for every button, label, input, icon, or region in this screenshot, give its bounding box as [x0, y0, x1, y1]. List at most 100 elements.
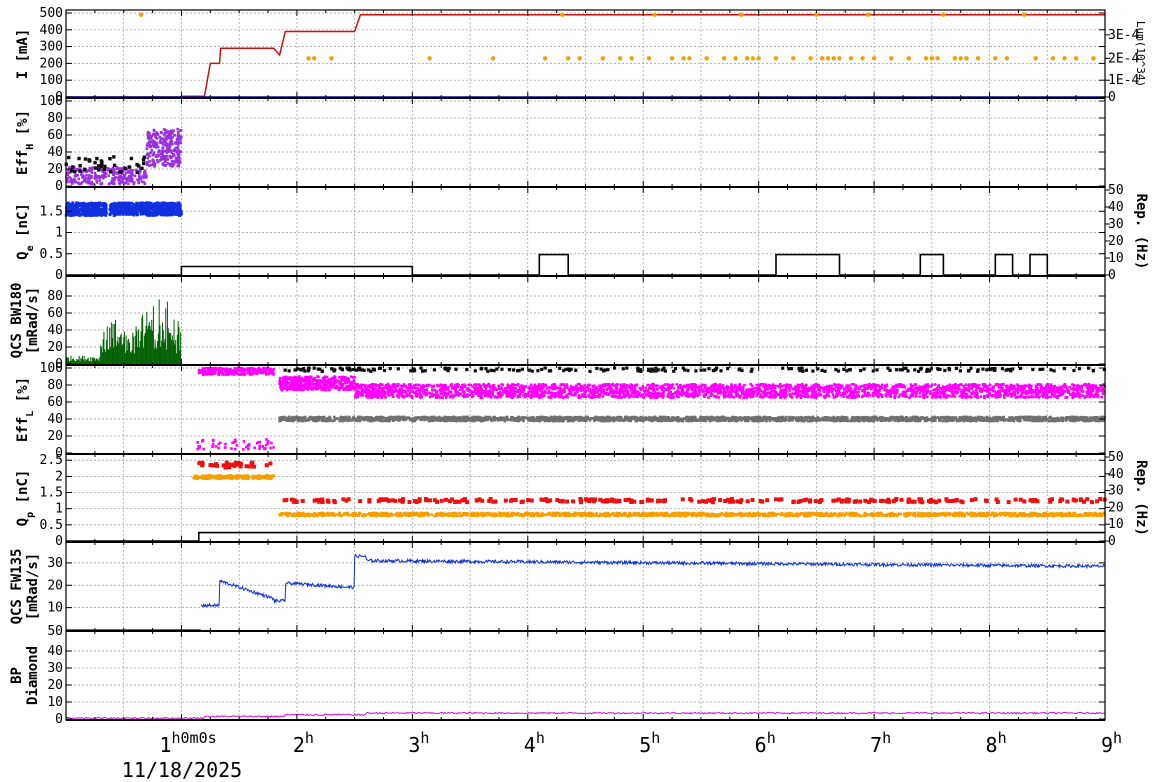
series-qe-point [114, 205, 118, 208]
series-effl-mag-point [631, 392, 634, 395]
series-lumi-point [993, 56, 998, 61]
series-effl-mag-point [472, 386, 476, 390]
series-qe-point [140, 208, 144, 211]
series-effh-purple-point [149, 144, 153, 148]
series-effl-mag-point [369, 391, 372, 395]
series-effl-mag-point [271, 369, 275, 373]
series-effh-purple-point [155, 133, 158, 137]
series-effh-purple-point [135, 168, 138, 172]
series-effl-mag-point [337, 388, 341, 391]
series-qe-point [168, 210, 172, 214]
series-effl-mag-point [888, 392, 891, 396]
series-effl-mag-point [575, 384, 578, 388]
series-effl-mag-point [201, 373, 205, 376]
series-qe-point [127, 211, 130, 215]
series-effl-mag-point [532, 390, 536, 394]
series-effl-mag-point [924, 393, 927, 397]
series-effl-mag-point [265, 366, 269, 370]
series-effl-mag-point [237, 366, 240, 370]
series-effh-purple-point [74, 180, 77, 183]
series-effl-mag-point [911, 392, 915, 396]
series-effl-mag-point [846, 385, 850, 389]
series-effl-mag-point [543, 391, 547, 395]
series-effl-mag-point [804, 393, 807, 397]
series-effl-mag-point [539, 386, 543, 390]
series-effl-mag-point [814, 384, 817, 387]
series-effl-mag-point [972, 390, 975, 393]
series-effl-mag-point [693, 383, 696, 386]
series-effh-purple-point [162, 156, 166, 159]
series-effl-mag-point [1056, 394, 1059, 398]
series-effl-mag-point [477, 392, 481, 395]
series-effl-mag-point [987, 387, 991, 391]
series-effl-mag-point [479, 391, 483, 395]
series-qe-point [104, 204, 107, 208]
series-qe-point [132, 209, 136, 212]
series-effh-purple-point [129, 169, 132, 172]
series-effl-mag-point [834, 383, 838, 387]
series-effl-mag-point [343, 380, 347, 384]
series-effl-mag-point [775, 384, 779, 388]
series-qe-point [95, 209, 99, 213]
series-effl-mag-point [291, 385, 295, 389]
series-effh-purple-point [100, 182, 104, 186]
series-effl-mag-point [430, 384, 434, 388]
series-effl-mag-point [997, 386, 1001, 389]
series-effl-mag-point [291, 378, 295, 381]
series-effl-mag-point [835, 385, 838, 389]
series-effl-mag-point [398, 388, 402, 391]
series-effh-purple-point [166, 162, 170, 165]
series-effl-mag-point [479, 394, 482, 397]
series-effl-mag-point [461, 387, 464, 390]
series-effh-purple-point [166, 147, 170, 150]
series-effl-mag-point [807, 387, 810, 391]
series-effl-mag-point [725, 395, 729, 398]
series-effl-mag-point [1100, 395, 1103, 399]
series-effl-mag-point [636, 395, 639, 399]
series-effl-mag-point [754, 390, 757, 393]
series-effl-mag-point [1016, 386, 1020, 389]
series-effl-mag-point [695, 386, 698, 389]
series-effl-mag-point [1091, 394, 1094, 398]
series-effl-mag-point [547, 386, 551, 389]
series-effl-mag-point [910, 384, 913, 388]
series-qe-point [126, 202, 130, 206]
series-effh-purple-point [96, 175, 99, 179]
series-effl-mag-point [459, 392, 463, 396]
series-qe-point [144, 202, 148, 206]
series-effl-mag-point [528, 385, 532, 389]
series-qe-point [73, 203, 77, 207]
series-effl-mag-point [1024, 396, 1027, 399]
series-effl-mag-point [420, 385, 423, 389]
series-lumi-point [923, 56, 929, 61]
series-effl-mag-point [301, 388, 305, 392]
series-lumi-point [848, 56, 854, 61]
series-effl-mag-point [1090, 388, 1093, 392]
series-lumi-point [733, 56, 738, 61]
series-lumi-point [941, 12, 946, 17]
series-effh-purple-point [159, 152, 163, 156]
series-effl-mag-point [1049, 390, 1052, 393]
series-effh-purple-point [67, 171, 70, 175]
series-effl-mag-point [839, 384, 842, 388]
series-effl-mag-point [378, 391, 382, 395]
series-effl-mag-point [804, 383, 808, 387]
series-effl-mag-point [767, 395, 771, 399]
series-effl-mag-point [519, 392, 522, 395]
series-qe-point [94, 213, 98, 217]
series-effl-mag-point [465, 387, 469, 391]
series-effh-purple-point [157, 154, 161, 157]
series-effh-purple-point [142, 176, 145, 180]
series-effl-mag-point [435, 392, 438, 395]
series-effl-mag-point [1077, 385, 1081, 388]
series-effl-mag-point [421, 386, 425, 389]
series-effl-mag-point [756, 387, 759, 391]
series-qe-point [162, 202, 166, 206]
series-effh-purple-point [137, 181, 141, 185]
series-qe-point [94, 206, 97, 210]
series-qe-point [164, 210, 168, 213]
series-effl-mag-point [251, 368, 254, 372]
series-effl-mag-point [278, 376, 282, 380]
series-effl-mag-point [568, 390, 571, 394]
series-effl-mag-point [528, 387, 532, 390]
